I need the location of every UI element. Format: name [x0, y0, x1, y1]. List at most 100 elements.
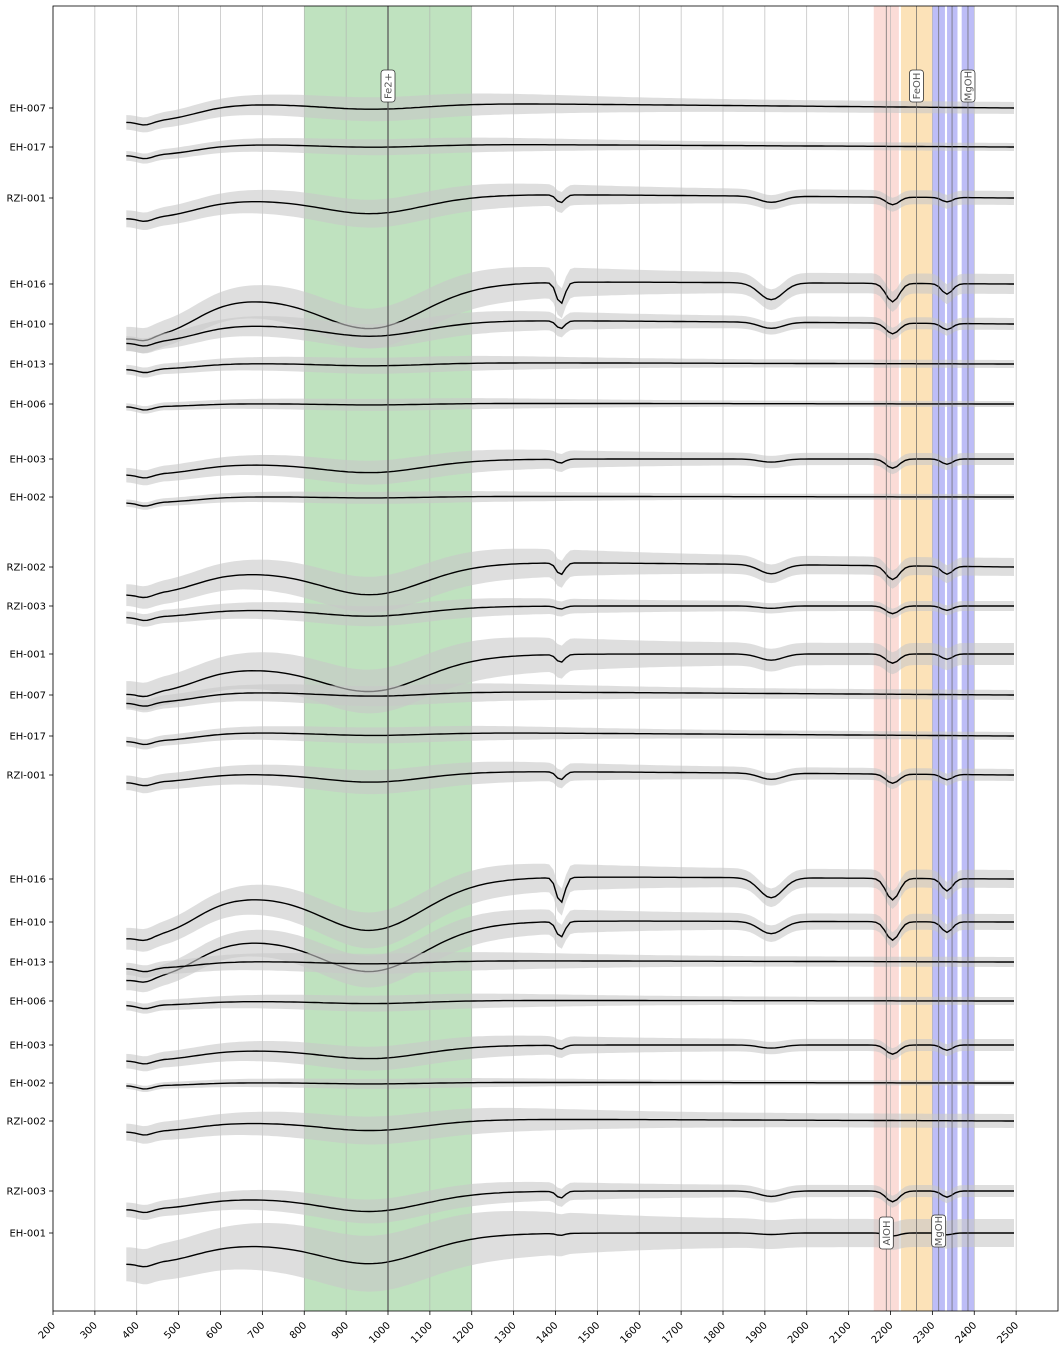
x-tick-label-9: 1100	[409, 1320, 435, 1346]
spectrum-line-15	[126, 876, 1014, 942]
uncertainty-band-5	[126, 355, 1015, 378]
band-center-lines	[387, 6, 969, 1311]
series-label-3: EH-016	[9, 280, 46, 291]
series-label-22: RZI-003	[7, 1187, 46, 1198]
series-label-21: RZI-002	[7, 1117, 46, 1128]
x-tick-label-6: 800	[288, 1320, 309, 1341]
spectrum-line-21	[126, 1118, 1014, 1136]
spectrum-line-8	[126, 495, 1014, 507]
band-label-text-mgoh-bottom: MgOH	[934, 1216, 945, 1246]
x-tick-label-16: 1800	[702, 1320, 728, 1346]
series-label-12: EH-007	[9, 691, 46, 702]
series-label-5: EH-013	[9, 360, 46, 371]
uncertainty-band-10	[126, 598, 1015, 627]
band-label-box-3	[960, 69, 976, 103]
x-tick-label-4: 600	[204, 1320, 225, 1341]
series-label-0: EH-007	[9, 104, 46, 115]
series-label-6: EH-006	[9, 400, 46, 411]
spectrum-line-12	[126, 691, 1014, 707]
x-tick-label-21: 2300	[912, 1320, 938, 1346]
x-tick-label-17: 1900	[744, 1320, 770, 1346]
uncertainty-band-23	[126, 1211, 1015, 1292]
spectrum-line-10	[126, 605, 1014, 622]
x-tick-label-13: 1500	[577, 1320, 603, 1346]
band-label-1: AlOH	[878, 1216, 894, 1250]
uncertainty-band-8	[126, 491, 1015, 510]
uncertainty-band-9	[126, 548, 1015, 613]
series-label-1: EH-017	[9, 143, 46, 154]
series-label-4: EH-010	[9, 320, 46, 331]
spectrum-line-19	[126, 1044, 1014, 1065]
spectrum-line-11	[126, 653, 1014, 698]
uncertainty-band-13	[126, 725, 1015, 750]
band-labels: Fe2+ AlOH FeOH MgOH MgOH	[380, 69, 976, 1250]
series-label-10: RZI-003	[7, 602, 46, 613]
spectrum-line-0	[126, 103, 1015, 126]
x-tick-label-8: 1000	[367, 1320, 393, 1346]
series-label-15: EH-016	[9, 875, 46, 886]
spectrum-line-3	[126, 281, 1014, 342]
uncertainty-band-18	[126, 993, 1015, 1014]
x-axis-ticks: 200 300 400 500 600 700 800 900 1000 1100 1200 1300…	[37, 1311, 1021, 1346]
band-label-mgoh-bottom: MgOH	[931, 1214, 947, 1248]
uncertainty-band-12	[126, 683, 1015, 713]
spectrum-line-9	[126, 562, 1015, 599]
uncertainty-band-1	[126, 137, 1015, 164]
band-label-0: Fe2+	[380, 69, 396, 103]
series-label-8: EH-002	[9, 493, 46, 504]
x-tick-label-18: 2000	[786, 1320, 812, 1346]
x-tick-label-1: 300	[79, 1320, 100, 1341]
x-tick-label-5: 700	[246, 1320, 267, 1341]
series-label-11: EH-001	[9, 650, 46, 661]
spectrum-line-16	[126, 920, 1014, 983]
spectrum-line-22	[126, 1190, 1014, 1214]
x-tick-label-19: 2100	[828, 1320, 854, 1346]
series-label-16: EH-010	[9, 918, 46, 929]
series-label-20: EH-002	[9, 1079, 46, 1090]
band-label-box-1	[878, 1216, 894, 1250]
uncertainty-band-14	[126, 761, 1015, 795]
x-tick-label-3: 500	[162, 1320, 183, 1341]
x-tick-label-15: 1700	[660, 1320, 686, 1346]
x-tick-label-23: 2500	[995, 1320, 1021, 1346]
series-label-17: EH-013	[9, 958, 46, 969]
band-label-text-0: Fe2+	[384, 73, 395, 99]
band-label-3: MgOH	[960, 69, 976, 103]
x-tick-label-7: 900	[330, 1320, 351, 1341]
uncertainty-band-4	[126, 311, 1015, 354]
spectrum-line-4	[126, 320, 1014, 347]
spectrum-line-20	[126, 1081, 1014, 1090]
x-tick-label-22: 2400	[953, 1320, 979, 1346]
spectrum-line-14	[126, 771, 1014, 787]
uncertainty-band-6	[126, 398, 1015, 414]
uncertainty-band-17	[126, 952, 1015, 978]
uncertainty-band-15	[126, 863, 1015, 952]
band-label-text-1: AlOH	[882, 1220, 893, 1245]
x-tick-label-10: 1200	[451, 1320, 477, 1346]
series-label-7: EH-003	[9, 455, 46, 466]
x-tick-label-2: 400	[120, 1320, 141, 1341]
x-tick-label-12: 1400	[535, 1320, 561, 1346]
series-label-9: RZI-002	[7, 563, 46, 574]
spectra-series	[126, 93, 1015, 1292]
uncertainty-band-2	[126, 183, 1015, 230]
x-tick-label-11: 1300	[493, 1320, 519, 1346]
spectrum-line-18	[126, 999, 1014, 1010]
x-tick-label-0: 200	[37, 1320, 58, 1341]
band-label-text-2: FeOH	[912, 73, 923, 100]
band-label-text-3: MgOH	[963, 71, 974, 101]
series-label-19: EH-003	[9, 1041, 46, 1052]
uncertainty-band-7	[126, 449, 1015, 486]
uncertainty-band-21	[126, 1107, 1015, 1145]
uncertainty-band-20	[126, 1078, 1015, 1092]
spectrum-line-17	[126, 960, 1014, 973]
spectrum-line-1	[126, 144, 1014, 160]
band-label-box-2	[909, 69, 924, 103]
spectrum-line-2	[126, 194, 1014, 223]
spectrum-line-6	[126, 402, 1014, 411]
uncertainty-band-19	[126, 1035, 1015, 1072]
spectrum-line-13	[126, 732, 1014, 746]
series-label-14: RZI-001	[7, 771, 46, 782]
spectrum-line-23	[126, 1232, 1014, 1268]
spectrum-line-5	[126, 362, 1014, 374]
